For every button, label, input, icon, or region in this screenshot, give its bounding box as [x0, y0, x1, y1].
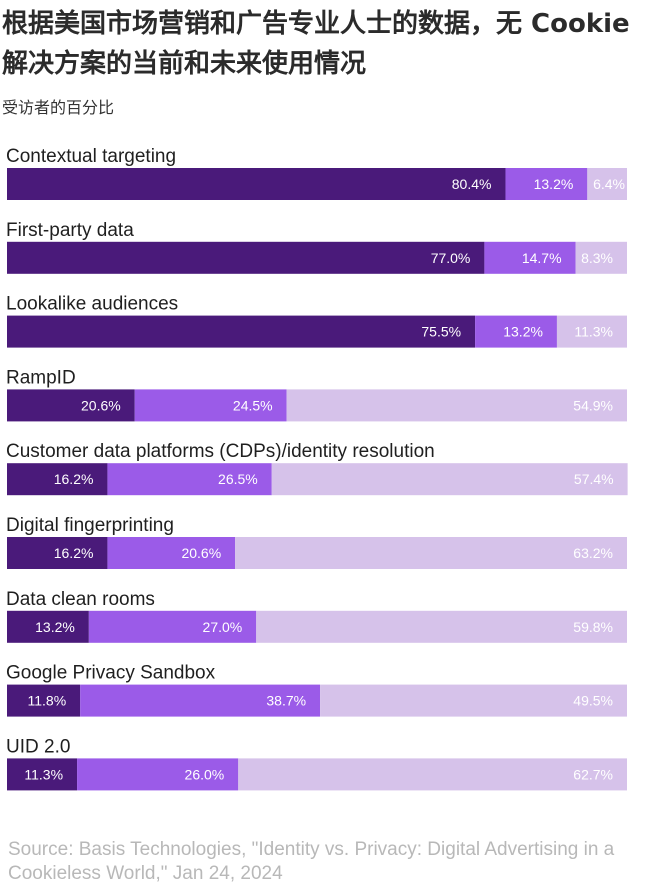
category-label: RampID: [6, 367, 76, 388]
bar-segment: [88, 610, 257, 643]
value-label: 13.2%: [503, 324, 543, 340]
bar-segment: [7, 315, 476, 348]
category-label: UID 2.0: [6, 736, 70, 757]
value-label: 75.5%: [421, 324, 461, 340]
bar-segment: [107, 537, 236, 569]
bar-segment: [7, 241, 485, 274]
category-label: First-party data: [6, 220, 134, 241]
value-label: 16.2%: [54, 471, 94, 487]
value-label: 54.9%: [573, 397, 613, 413]
value-label: 13.2%: [534, 176, 574, 192]
value-label: 26.0%: [185, 766, 225, 782]
bar-segment: [587, 168, 627, 200]
chart-title: 根据美国市场营销和广告专业人士的数据，无 Cookie 解决方案的当前和未来使用…: [2, 9, 630, 79]
category-label: Data clean rooms: [6, 589, 155, 610]
value-label: 26.5%: [218, 471, 258, 487]
value-label: 11.3%: [574, 324, 613, 340]
value-label: 27.0%: [203, 619, 243, 635]
value-label: 77.0%: [431, 250, 471, 266]
bar-segment: [7, 463, 108, 496]
value-label: 62.7%: [573, 766, 613, 782]
bar-segment: [7, 684, 81, 717]
bar-segment: [77, 758, 239, 791]
category-label: Customer data platforms (CDPs)/identity …: [6, 441, 435, 462]
value-label: 59.8%: [573, 619, 613, 635]
bar-segment: [7, 610, 89, 643]
bar-segment: [107, 463, 272, 496]
bar-segment: [286, 389, 627, 422]
bar-segment: [238, 758, 627, 791]
value-label: 11.8%: [27, 693, 66, 709]
value-label: 80.4%: [452, 176, 492, 192]
value-label: 14.7%: [522, 250, 562, 266]
bar-segment: [235, 537, 627, 569]
bar-segment: [256, 610, 627, 643]
value-label: 6.4%: [593, 176, 625, 192]
bar-segment: [556, 315, 627, 348]
value-label: 13.2%: [35, 619, 75, 635]
value-label: 38.7%: [266, 693, 306, 709]
value-label: 11.3%: [24, 766, 63, 782]
bar-segment: [80, 684, 321, 717]
chart-subtitle: 受访者的百分比: [2, 98, 115, 117]
value-label: 20.6%: [181, 545, 221, 561]
bar-segment: [134, 389, 287, 422]
category-label: Google Privacy Sandbox: [6, 663, 216, 684]
bar-segment: [320, 684, 627, 717]
bar-segment: [505, 168, 588, 200]
bar-segment: [7, 168, 506, 200]
source-note: Source: Basis Technologies, "Identity vs…: [8, 839, 615, 884]
bar-segment: [7, 758, 78, 791]
value-label: 8.3%: [581, 250, 613, 266]
value-label: 20.6%: [81, 397, 121, 413]
value-label: 57.4%: [574, 471, 614, 487]
value-label: 16.2%: [54, 545, 94, 561]
value-label: 24.5%: [233, 397, 273, 413]
value-label: 63.2%: [573, 545, 613, 561]
value-label: 49.5%: [573, 693, 613, 709]
bar-segment: [7, 537, 108, 569]
bar-segment: [475, 315, 557, 348]
bar-segment: [484, 241, 576, 274]
bar-segment: [7, 389, 135, 422]
bar-segment: [271, 463, 628, 496]
stacked-bar-chart: Contextual targeting 80.4% 13.2% 6.4% First-…: [6, 146, 628, 791]
bar-segment: [575, 241, 627, 274]
category-label: Contextual targeting: [6, 146, 176, 167]
category-label: Digital fingerprinting: [6, 515, 174, 536]
category-label: Lookalike audiences: [6, 294, 178, 315]
